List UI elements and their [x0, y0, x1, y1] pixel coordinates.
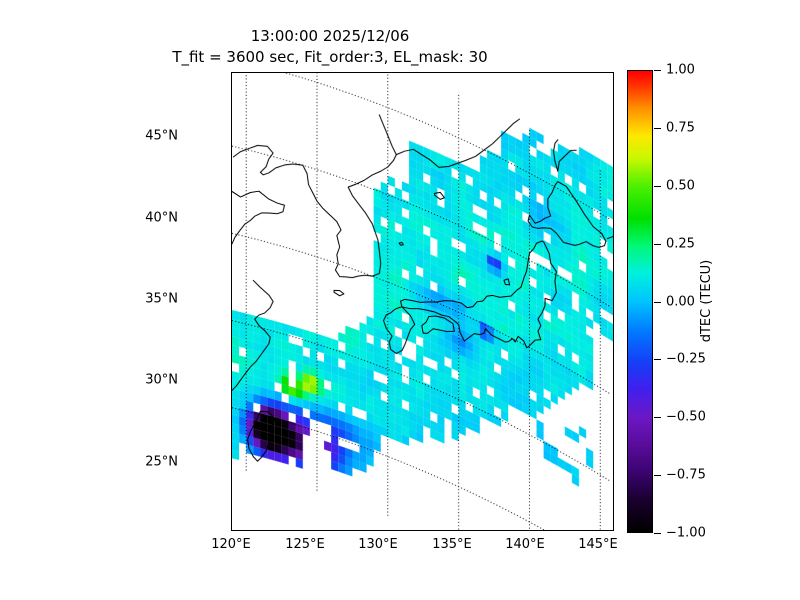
lat-tick-label-1: 40°N	[145, 210, 178, 226]
colorbar-tick-label-8: −1.00	[666, 525, 706, 541]
lat-tick-label-4: 25°N	[145, 454, 178, 470]
colorbar-tick-label-0: 1.00	[666, 62, 695, 78]
lon-tick-label-5: 145°E	[578, 537, 618, 552]
map-axes[interactable]	[231, 72, 614, 531]
colorbar-gradient	[628, 71, 652, 532]
title-line-parameters: T_fit = 3600 sec, Fit_order:3, EL_mask: …	[172, 48, 488, 66]
colorbar-tick-label-5: −0.25	[666, 351, 706, 367]
colorbar-tick-label-2: 0.50	[666, 178, 695, 194]
colorbar-tick-label-1: 0.75	[666, 120, 695, 136]
lat-tick-label-3: 30°N	[145, 372, 178, 388]
title-line-timestamp: 13:00:00 2025/12/06	[250, 27, 410, 45]
dtec-heatmap-canvas	[232, 73, 613, 530]
colorbar-tick-label-4: 0.00	[666, 294, 695, 309]
colorbar-axes[interactable]	[627, 70, 653, 533]
chart-title-block: 13:00:00 2025/12/06 T_fit = 3600 sec, Fi…	[0, 26, 660, 68]
colorbar-tick-7	[654, 475, 661, 477]
colorbar-tick-6	[654, 417, 661, 419]
colorbar-axis-label: dTEC (TECU)	[699, 259, 714, 343]
lon-tick-label-0: 120°E	[211, 537, 251, 552]
lon-tick-label-1: 125°E	[285, 537, 325, 552]
colorbar-tick-label-3: 0.25	[666, 236, 695, 252]
colorbar-tick-0	[654, 70, 661, 71]
colorbar-tick-4	[654, 301, 661, 303]
lon-tick-label-4: 140°E	[505, 537, 545, 552]
colorbar-tick-1	[654, 127, 661, 129]
colorbar-tick-5	[654, 359, 661, 361]
lon-tick-label-3: 135°E	[432, 537, 472, 552]
colorbar-tick-3	[654, 243, 661, 245]
lat-tick-label-2: 35°N	[145, 291, 178, 307]
colorbar-tick-label-7: −0.75	[666, 467, 706, 483]
lon-tick-label-2: 130°E	[358, 537, 398, 552]
colorbar-tick-2	[654, 185, 661, 187]
colorbar-tick-label-6: −0.50	[666, 409, 706, 425]
colorbar-tick-8	[654, 533, 661, 534]
lat-tick-label-0: 45°N	[145, 128, 178, 144]
